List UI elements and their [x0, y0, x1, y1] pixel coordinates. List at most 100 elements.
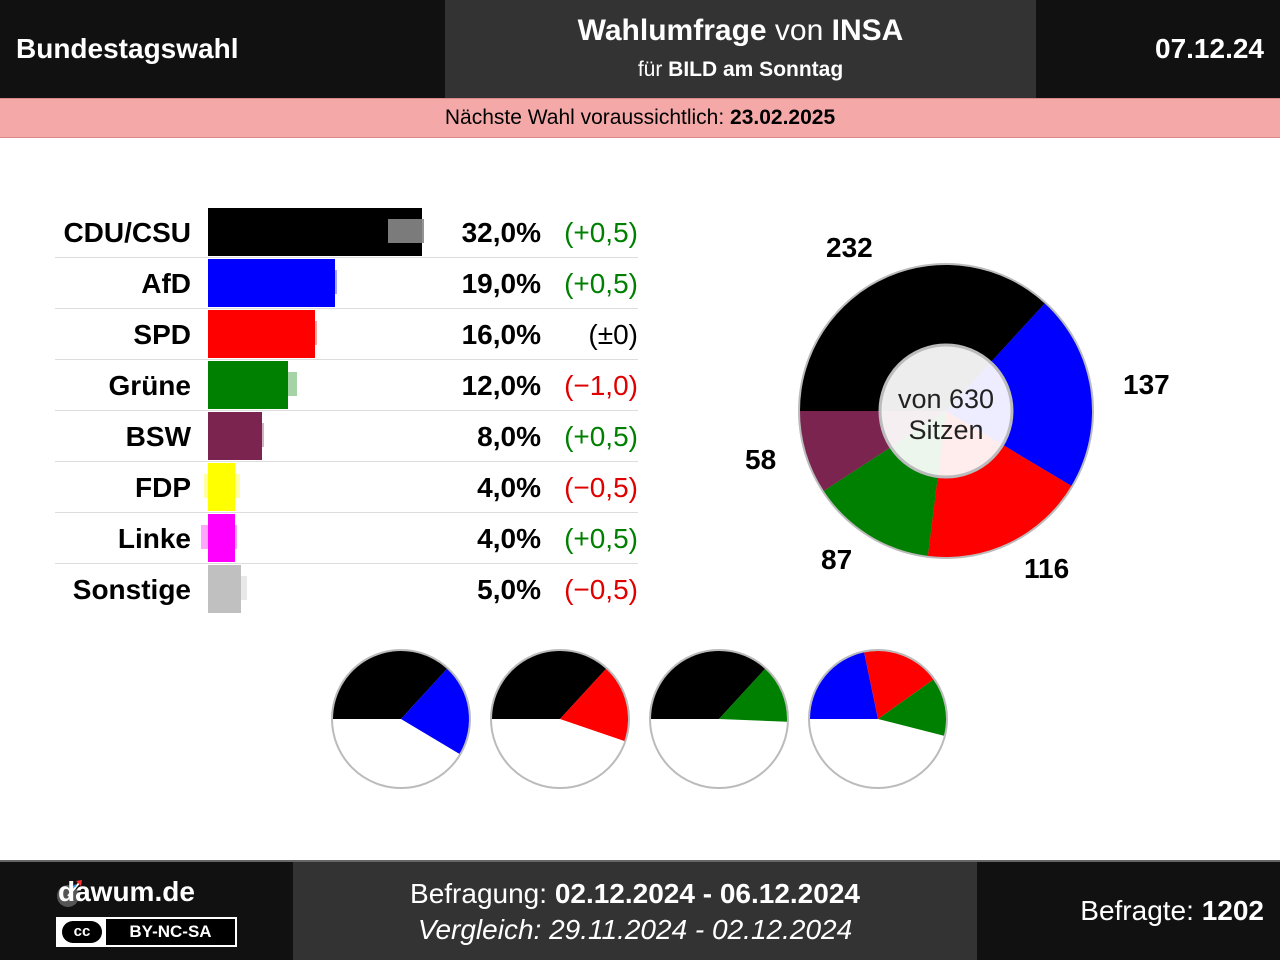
coalition-pie-cdu-csu-gr-ne — [649, 649, 789, 789]
poll-client: für BILD am Sonntag — [445, 58, 1036, 82]
election-title: Bundestagswahl — [16, 33, 239, 64]
change-label: (+0,5) — [564, 217, 638, 248]
donut-center — [878, 343, 1014, 479]
poll-von: von — [774, 14, 824, 47]
header: Bundestagswahl Wahlumfrage von INSA für … — [0, 0, 1280, 98]
client-fuer: für — [637, 58, 663, 81]
previous-marker-cdu-csu — [388, 219, 424, 243]
next-election-date: 23.02.2025 — [730, 106, 836, 129]
compare-dates: 29.11.2024 - 02.12.2024 — [549, 914, 853, 945]
previous-marker-afd — [301, 270, 338, 294]
previous-marker-linke — [200, 525, 237, 549]
party-label: BSW — [125, 421, 191, 452]
party-label: SPD — [133, 319, 191, 350]
change-label: (−0,5) — [564, 472, 638, 503]
value-label: 19,0% — [461, 268, 541, 299]
client-name: BILD am Sonntag — [668, 58, 844, 81]
respondents: Befragte: 1202 — [977, 862, 1280, 960]
previous-marker-spd — [281, 321, 317, 345]
respondents-label: Befragte: — [1080, 895, 1194, 926]
donut-center-text: von 630 — [898, 384, 994, 414]
bar-bsw — [208, 412, 262, 460]
poll-title-box: Wahlumfrage von INSA für BILD am Sonntag — [445, 0, 1036, 98]
party-label: Grüne — [108, 370, 191, 401]
respondents-count: 1202 — [1201, 895, 1264, 926]
cc-icon: cc — [62, 921, 102, 943]
bar-spd — [208, 310, 315, 358]
bar-gr-ne — [208, 361, 289, 409]
value-label: 4,0% — [477, 523, 541, 554]
previous-marker-bsw — [227, 423, 264, 447]
bar-row-gr-ne: Grüne 12,0% (−1,0) — [55, 360, 638, 411]
license-text: BY-NC-SA — [106, 919, 235, 945]
site-name[interactable]: dawum.de — [58, 876, 195, 907]
compare-period: Vergleich: 29.11.2024 - 02.12.2024 — [293, 914, 977, 946]
donut-center-text: Sitzen — [908, 415, 983, 445]
bar-sonstige — [208, 565, 242, 613]
coalition-slice-spd — [864, 651, 934, 719]
party-label: Sonstige — [72, 574, 191, 605]
poll-date: 07.12.24 — [1155, 33, 1264, 64]
value-label: 4,0% — [477, 472, 541, 503]
poll-word: Wahlumfrage — [577, 14, 767, 47]
coalition-slice-afd — [401, 668, 469, 754]
coalition-slice-cdu-csu — [651, 651, 766, 719]
value-label: 5,0% — [477, 574, 541, 605]
seat-slice-cdu-csu — [800, 265, 1045, 411]
cc-license-badge[interactable]: cc BY-NC-SA — [56, 917, 237, 947]
bar-row-afd: AfD 19,0% (+0,5) — [55, 258, 638, 309]
party-label: Linke — [117, 523, 191, 554]
value-label: 8,0% — [477, 421, 541, 452]
coalition-slice-gr-ne — [719, 668, 787, 722]
seat-slice-afd — [946, 303, 1092, 486]
change-label: (+0,5) — [564, 421, 638, 452]
seat-label-cdu: 232 — [826, 232, 873, 263]
change-label: (±0) — [588, 319, 638, 350]
change-label: (+0,5) — [564, 268, 638, 299]
party-label: AfD — [141, 268, 191, 299]
footer-periods: Befragung: 02.12.2024 - 06.12.2024 Vergl… — [293, 862, 977, 960]
survey-period: Befragung: 02.12.2024 - 06.12.2024 — [293, 878, 977, 910]
bar-row-bsw: BSW 8,0% (+0,5) — [55, 411, 638, 462]
bar-afd — [208, 259, 336, 307]
change-label: (+0,5) — [564, 523, 638, 554]
next-election-bar: Nächste Wahl voraussichtlich: 23.02.2025 — [0, 98, 1280, 138]
coalition-pie-cdu-csu-spd — [490, 649, 630, 789]
coalition-slice-gr-ne — [878, 679, 946, 736]
footer-brand: dawum.de cc BY-NC-SA — [0, 862, 293, 960]
dawum-logo-icon — [57, 880, 82, 907]
next-election-label: Nächste Wahl voraussichtlich: — [444, 106, 725, 129]
coalition-slice-cdu-csu — [333, 651, 448, 719]
seat-label-bsw: 58 — [745, 444, 777, 475]
compare-label: Vergleich: — [417, 914, 542, 945]
seat-label-afd: 137 — [1123, 369, 1170, 400]
coalition-slice-afd — [810, 652, 878, 719]
coalition-slice-cdu-csu — [492, 651, 607, 719]
party-label: CDU/CSU — [63, 217, 191, 248]
institute: INSA — [831, 14, 904, 47]
previous-marker-sonstige — [210, 576, 247, 600]
coalition-pies — [331, 649, 948, 789]
value-label: 12,0% — [461, 370, 541, 401]
footer: dawum.de cc BY-NC-SA Befragung: 02.12.20… — [0, 860, 1280, 960]
seat-label-gruene: 87 — [821, 544, 853, 575]
bar-row-fdp: FDP 4,0% (−0,5) — [55, 462, 638, 513]
value-label: 16,0% — [461, 319, 541, 350]
bar-row-linke: Linke 4,0% (+0,5) — [55, 513, 638, 564]
party-label: FDP — [135, 472, 191, 503]
previous-marker-fdp — [204, 474, 241, 498]
bar-linke — [208, 514, 235, 562]
bar-fdp — [208, 463, 235, 511]
survey-label: Befragung: — [410, 878, 548, 909]
bar-row-sonstige: Sonstige 5,0% (−0,5) — [55, 564, 638, 615]
bar-cdu-csu — [208, 208, 422, 256]
bar-row-cdu-csu: CDU/CSU 32,0% (+0,5) — [55, 207, 638, 258]
survey-dates: 02.12.2024 - 06.12.2024 — [554, 878, 860, 909]
bar-row-spd: SPD 16,0% (±0) — [55, 309, 638, 360]
coalition-slice-spd — [560, 668, 628, 741]
change-label: (−1,0) — [564, 370, 638, 401]
coalition-pie-afd-spd-gr-ne — [808, 649, 948, 789]
previous-marker-gr-ne — [260, 372, 297, 396]
poll-title: Wahlumfrage von INSA — [445, 14, 1036, 48]
